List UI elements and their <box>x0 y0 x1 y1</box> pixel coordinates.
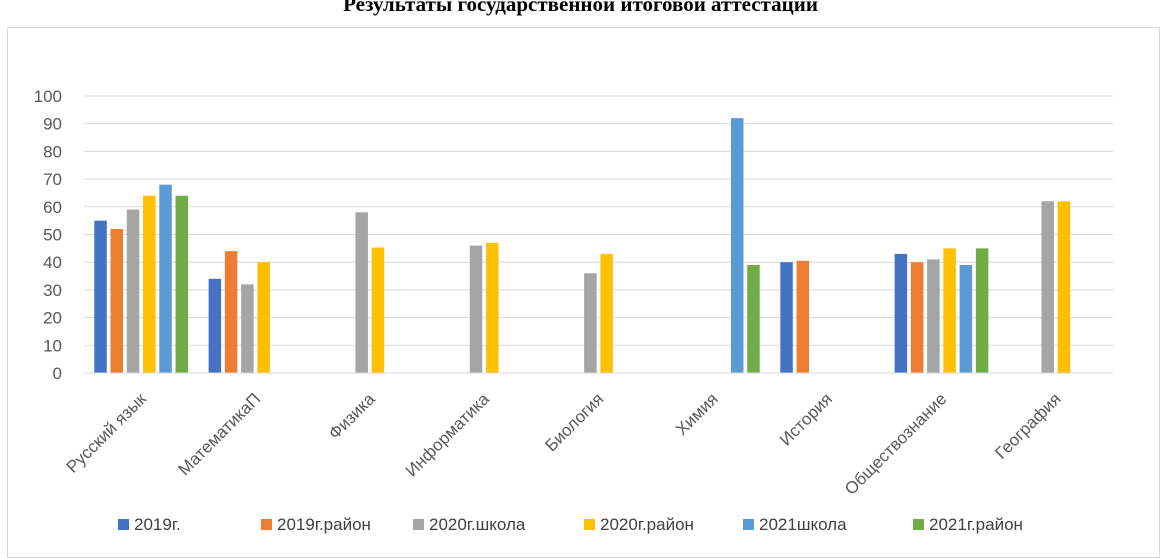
category-label: Обществознание <box>841 389 950 498</box>
legend-label: 2021школа <box>759 515 847 534</box>
y-tick-label: 70 <box>43 170 62 189</box>
bar <box>780 262 793 373</box>
y-tick-label: 100 <box>34 87 62 106</box>
category-labels: Русский язык МатематикаП Физика Информатика… <box>63 389 1065 499</box>
y-tick-label: 0 <box>53 364 62 383</box>
y-tick-label: 60 <box>43 198 62 217</box>
legend-label: 2020г.район <box>600 515 694 534</box>
legend-swatch <box>913 519 924 530</box>
bar <box>224 251 238 373</box>
bar <box>469 245 483 373</box>
y-tick-label: 50 <box>43 226 62 245</box>
y-tick-label: 40 <box>43 253 62 272</box>
bar <box>241 284 254 373</box>
bar <box>730 118 744 373</box>
bar <box>600 253 613 373</box>
bar <box>159 184 172 373</box>
legend-swatch <box>118 519 129 530</box>
legend: 2019г. 2019г.район 2020г.школа 2020г.район 2… <box>118 515 1023 534</box>
category-label: Химия <box>672 389 722 439</box>
bar <box>747 264 760 373</box>
y-axis-tick-labels: 0 10 20 30 40 50 60 70 80 90 100 <box>34 87 62 383</box>
category-label: Русский язык <box>63 389 151 477</box>
bar <box>143 195 156 373</box>
bar <box>927 259 940 373</box>
bar <box>94 220 107 373</box>
legend-label: 2019г. <box>134 515 181 534</box>
gridlines <box>84 95 1113 346</box>
category-label: МатематикаП <box>175 389 265 479</box>
legend-swatch <box>413 519 424 530</box>
bar <box>208 278 222 373</box>
legend-label: 2019г.район <box>277 515 371 534</box>
y-tick-label: 30 <box>43 281 62 300</box>
bars <box>94 118 1071 373</box>
bar <box>796 260 810 373</box>
legend-label: 2021г.район <box>929 515 1023 534</box>
bar <box>371 247 385 373</box>
category-label: Биология <box>541 389 607 455</box>
y-tick-label: 90 <box>43 115 62 134</box>
category-label: Информатика <box>402 389 493 480</box>
y-tick-label: 80 <box>43 142 62 161</box>
legend-label: 2020г.школа <box>429 515 526 534</box>
bar <box>959 264 973 373</box>
bar <box>584 273 597 373</box>
category-label: География <box>991 389 1064 462</box>
bar <box>894 253 908 373</box>
bar <box>355 212 368 373</box>
y-tick-label: 20 <box>43 309 62 328</box>
bar <box>1041 201 1054 373</box>
bar <box>943 248 956 373</box>
bar <box>1057 201 1071 373</box>
chart-title: Результаты государственной итоговой атте… <box>343 0 818 16</box>
category-label: Физика <box>325 389 379 443</box>
bar <box>975 248 989 373</box>
bar <box>175 195 189 373</box>
bar <box>126 209 140 373</box>
bar <box>110 228 124 373</box>
legend-swatch <box>584 519 595 530</box>
legend-swatch <box>743 519 754 530</box>
bar <box>257 262 270 373</box>
category-label: История <box>776 389 836 449</box>
legend-swatch <box>261 519 272 530</box>
y-tick-label: 10 <box>43 336 62 355</box>
bar <box>486 242 499 373</box>
bar <box>910 262 924 373</box>
chart-area-border <box>7 27 1160 558</box>
